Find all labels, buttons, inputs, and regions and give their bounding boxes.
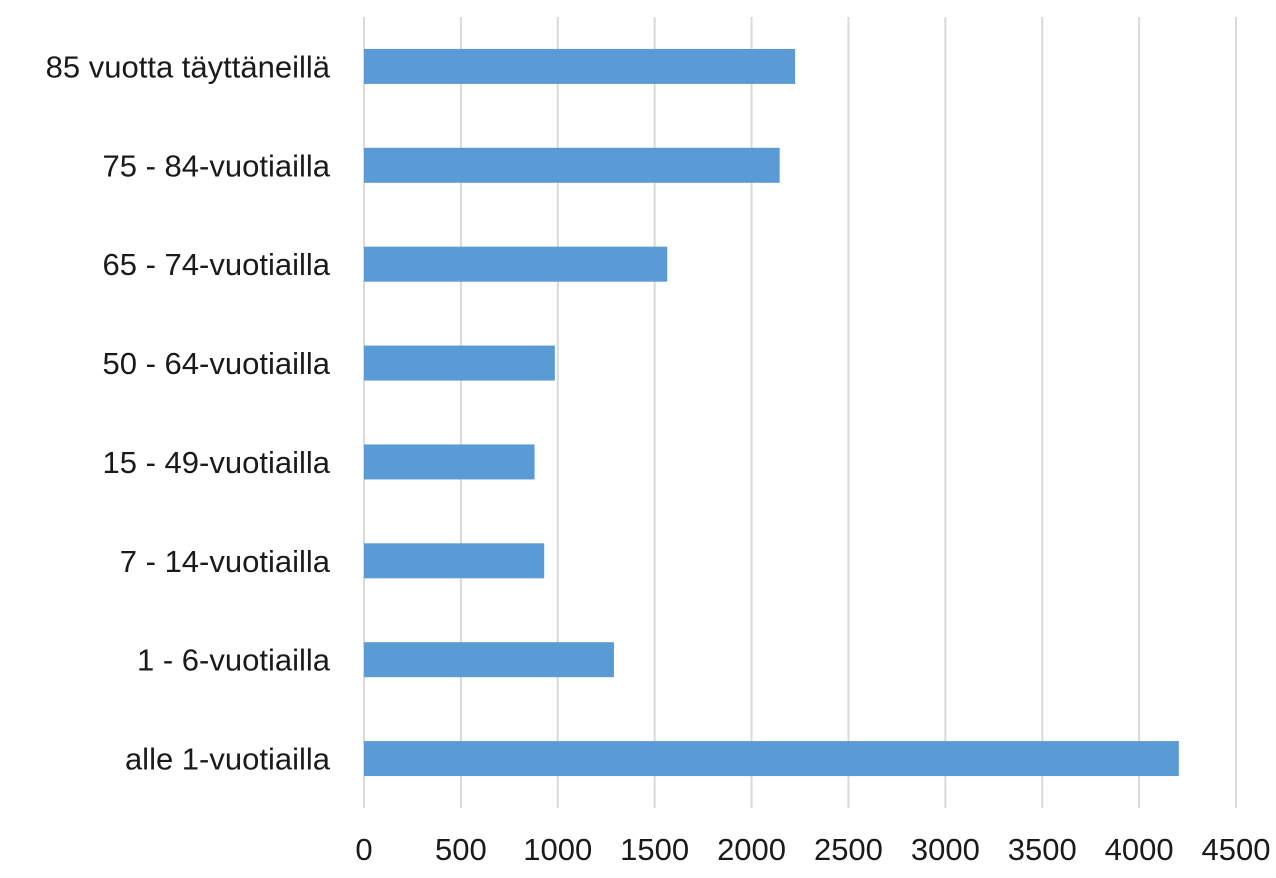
x-tick-label: 1500: [620, 832, 689, 867]
x-tick-label: 4000: [1105, 832, 1174, 867]
bar: [364, 543, 545, 579]
category-label: alle 1-vuotiailla: [125, 742, 331, 777]
category-labels: 85 vuotta täyttäneillä 75 - 84-vuotiailla…: [46, 49, 331, 776]
category-label: 65 - 74-vuotiailla: [103, 247, 331, 282]
bar: [364, 741, 1179, 777]
category-label: 75 - 84-vuotiailla: [103, 148, 331, 183]
category-label: 85 vuotta täyttäneillä: [46, 49, 331, 84]
category-label: 7 - 14-vuotiailla: [120, 544, 331, 579]
category-label: 50 - 64-vuotiailla: [103, 346, 331, 381]
bars: [364, 48, 1179, 777]
x-tick-label: 4500: [1202, 832, 1271, 867]
category-label: 15 - 49-vuotiailla: [103, 445, 331, 480]
bar: [364, 444, 535, 480]
bar: [364, 345, 555, 381]
x-tick-label: 500: [435, 832, 487, 867]
x-tick-label: 1000: [523, 832, 592, 867]
x-tick-label: 0: [355, 832, 372, 867]
bar: [364, 642, 614, 678]
x-tick-label: 2500: [814, 832, 883, 867]
x-tick-label: 3000: [911, 832, 980, 867]
category-label: 1 - 6-vuotiailla: [137, 643, 331, 678]
bar: [364, 147, 780, 183]
bar: [364, 246, 668, 282]
gridlines: [363, 17, 1237, 808]
x-tick-label: 3500: [1008, 832, 1077, 867]
x-tick-label: 2000: [717, 832, 786, 867]
bar: [364, 48, 796, 84]
x-tick-labels: 0 500 1000 1500 2000 2500 3000 3500 4000 4500: [355, 832, 1270, 867]
